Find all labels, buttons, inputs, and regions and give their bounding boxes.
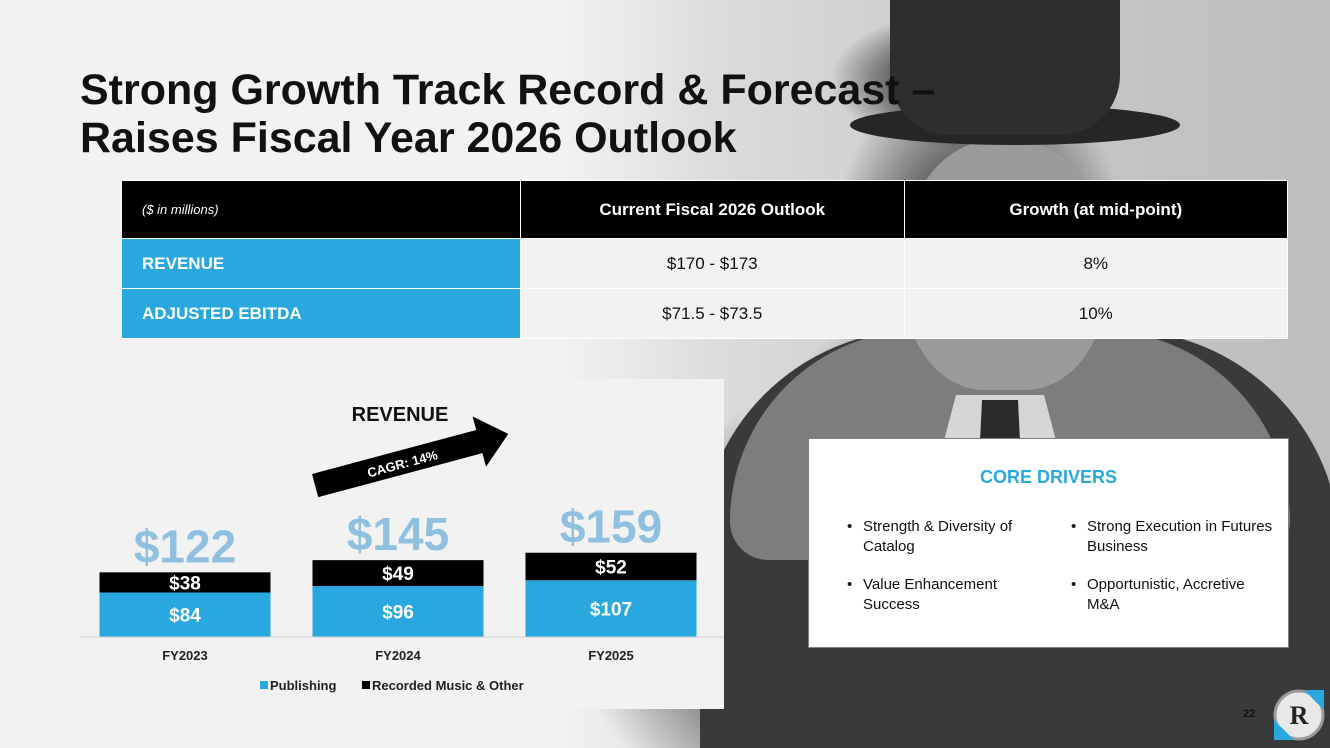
growth-value: 8% — [903, 238, 1289, 289]
legend-label: Recorded Music & Other — [372, 678, 524, 693]
driver-item: Strength & Diversity of Catalog — [847, 517, 1057, 557]
core-drivers-heading: CORE DRIVERS — [979, 467, 1118, 487]
outlook-row-revenue: REVENUE $170 - $173 8% — [121, 238, 1289, 289]
bar-recorded-music — [525, 552, 697, 581]
chart-title: REVENUE — [352, 404, 449, 426]
core-drivers-box: CORE DRIVERS Strength & Diversity of Cat… — [808, 438, 1289, 648]
bar-total-label: $122 — [134, 520, 236, 572]
units-note: ($ in millions) — [121, 180, 521, 239]
chart-legend: Publishing Recorded Music & Other — [260, 678, 524, 693]
bar-recorded-music — [99, 572, 271, 593]
bar-value-label: $49 — [382, 564, 414, 585]
outlook-value: $71.5 - $73.5 — [519, 288, 905, 339]
legend-swatch-recorded-music — [362, 681, 370, 689]
bar-publishing — [99, 592, 271, 637]
page-number: 22 — [1243, 708, 1256, 720]
legend-swatch-publishing — [260, 681, 268, 689]
logo-letter: R — [1290, 701, 1309, 730]
bar-publishing — [312, 586, 484, 637]
bar-recorded-music — [312, 560, 484, 587]
bar-value-label: $38 — [169, 573, 201, 594]
x-tick-label: FY2023 — [162, 648, 208, 663]
outlook-header-row: ($ in millions) Current Fiscal 2026 Outl… — [121, 180, 1289, 239]
outlook-value: $170 - $173 — [519, 238, 905, 289]
driver-item: Value Enhancement Success — [847, 575, 1057, 615]
revenue-chart-panel: REVENUE CAGR: 14% $84 $38 $122 FY2023 $96 $49… — [80, 379, 724, 709]
legend-label: Publishing — [270, 678, 337, 693]
bar-total-label: $159 — [560, 501, 662, 553]
title-line-2: Raises Fiscal Year 2026 Outlook — [80, 114, 737, 162]
slide-title: Strong Growth Track Record & Forecast – … — [80, 66, 1040, 162]
bar-total-label: $145 — [347, 508, 449, 560]
x-tick-label: FY2024 — [375, 648, 421, 663]
outlook-row-ebitda: ADJUSTED EBITDA $71.5 - $73.5 10% — [121, 288, 1289, 339]
photo-hat — [890, 0, 1120, 135]
x-tick-label: FY2025 — [588, 648, 634, 663]
revenue-chart: REVENUE CAGR: 14% $84$38$122FY2023$96$49… — [80, 404, 724, 693]
title-line-1: Strong Growth Track Record & Forecast – — [80, 66, 936, 114]
row-label: REVENUE — [121, 238, 521, 289]
bar-publishing — [525, 580, 697, 637]
company-logo-icon: R — [1273, 689, 1325, 741]
bar-value-label: $96 — [382, 603, 414, 624]
header-growth: Growth (at mid-point) — [903, 180, 1289, 239]
drivers-list-right: Strong Execution in Futures Business Opp… — [1071, 517, 1281, 633]
bar-value-label: $107 — [590, 600, 632, 621]
chart-bars: $84 $38$122 FY2023 $96 $49 $145 FY2024 $107 $52 $… — [99, 501, 697, 663]
bar-value-label: $84 — [169, 606, 201, 627]
outlook-table: ($ in millions) Current Fiscal 2026 Outl… — [121, 180, 1289, 339]
bar-value-label: $52 — [595, 558, 627, 579]
drivers-list-left: Strength & Diversity of Catalog Value En… — [847, 517, 1057, 633]
driver-item: Opportunistic, Accretive M&A — [1071, 575, 1281, 615]
driver-item: Strong Execution in Futures Business — [1071, 517, 1281, 557]
growth-value: 10% — [903, 288, 1289, 339]
header-outlook: Current Fiscal 2026 Outlook — [519, 180, 905, 239]
row-label: ADJUSTED EBITDA — [121, 288, 521, 339]
cagr-arrow-shape — [312, 416, 509, 498]
